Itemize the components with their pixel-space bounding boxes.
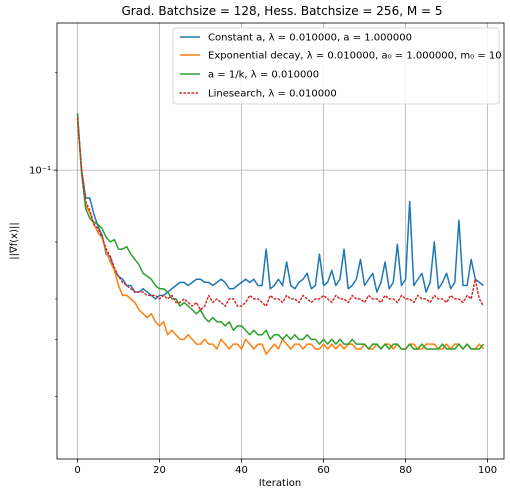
x-tick-label: 40 — [235, 465, 248, 476]
legend: Constant a, λ = 0.010000, a = 1.000000 Ex… — [172, 27, 502, 105]
series-line-3 — [76, 113, 485, 350]
legend-label-3: a = 1/k, λ = 0.010000 — [208, 70, 319, 81]
x-tick-label: 80 — [399, 465, 412, 476]
series-line-4 — [76, 117, 485, 311]
legend-box — [172, 27, 500, 105]
x-tick-label: 60 — [317, 465, 330, 476]
legend-label-1: Constant a, λ = 0.010000, a = 1.000000 — [208, 33, 412, 44]
x-tick-label: 100 — [478, 465, 497, 476]
legend-label-2: Exponential decay, λ = 0.010000, a₀ = 1.… — [208, 51, 502, 62]
series-lines — [76, 113, 485, 355]
series-line-2 — [76, 117, 485, 355]
y-axis-label: ||∇f(x)|| — [9, 222, 20, 259]
chart-title: Grad. Batchsize = 128, Hess. Batchsize =… — [122, 4, 443, 18]
plot-frame — [56, 22, 505, 460]
y-tick-label: 10⁻¹ — [29, 166, 51, 177]
legend-label-4: Linesearch, λ = 0.010000 — [208, 89, 337, 100]
x-tick-label: 20 — [153, 465, 166, 476]
axis-ticks: 0 20 40 60 80 100 10⁻¹ — [29, 72, 497, 476]
series-line-1 — [76, 117, 484, 300]
x-axis-label: Iteration — [259, 478, 301, 489]
x-tick-label: 0 — [74, 465, 80, 476]
